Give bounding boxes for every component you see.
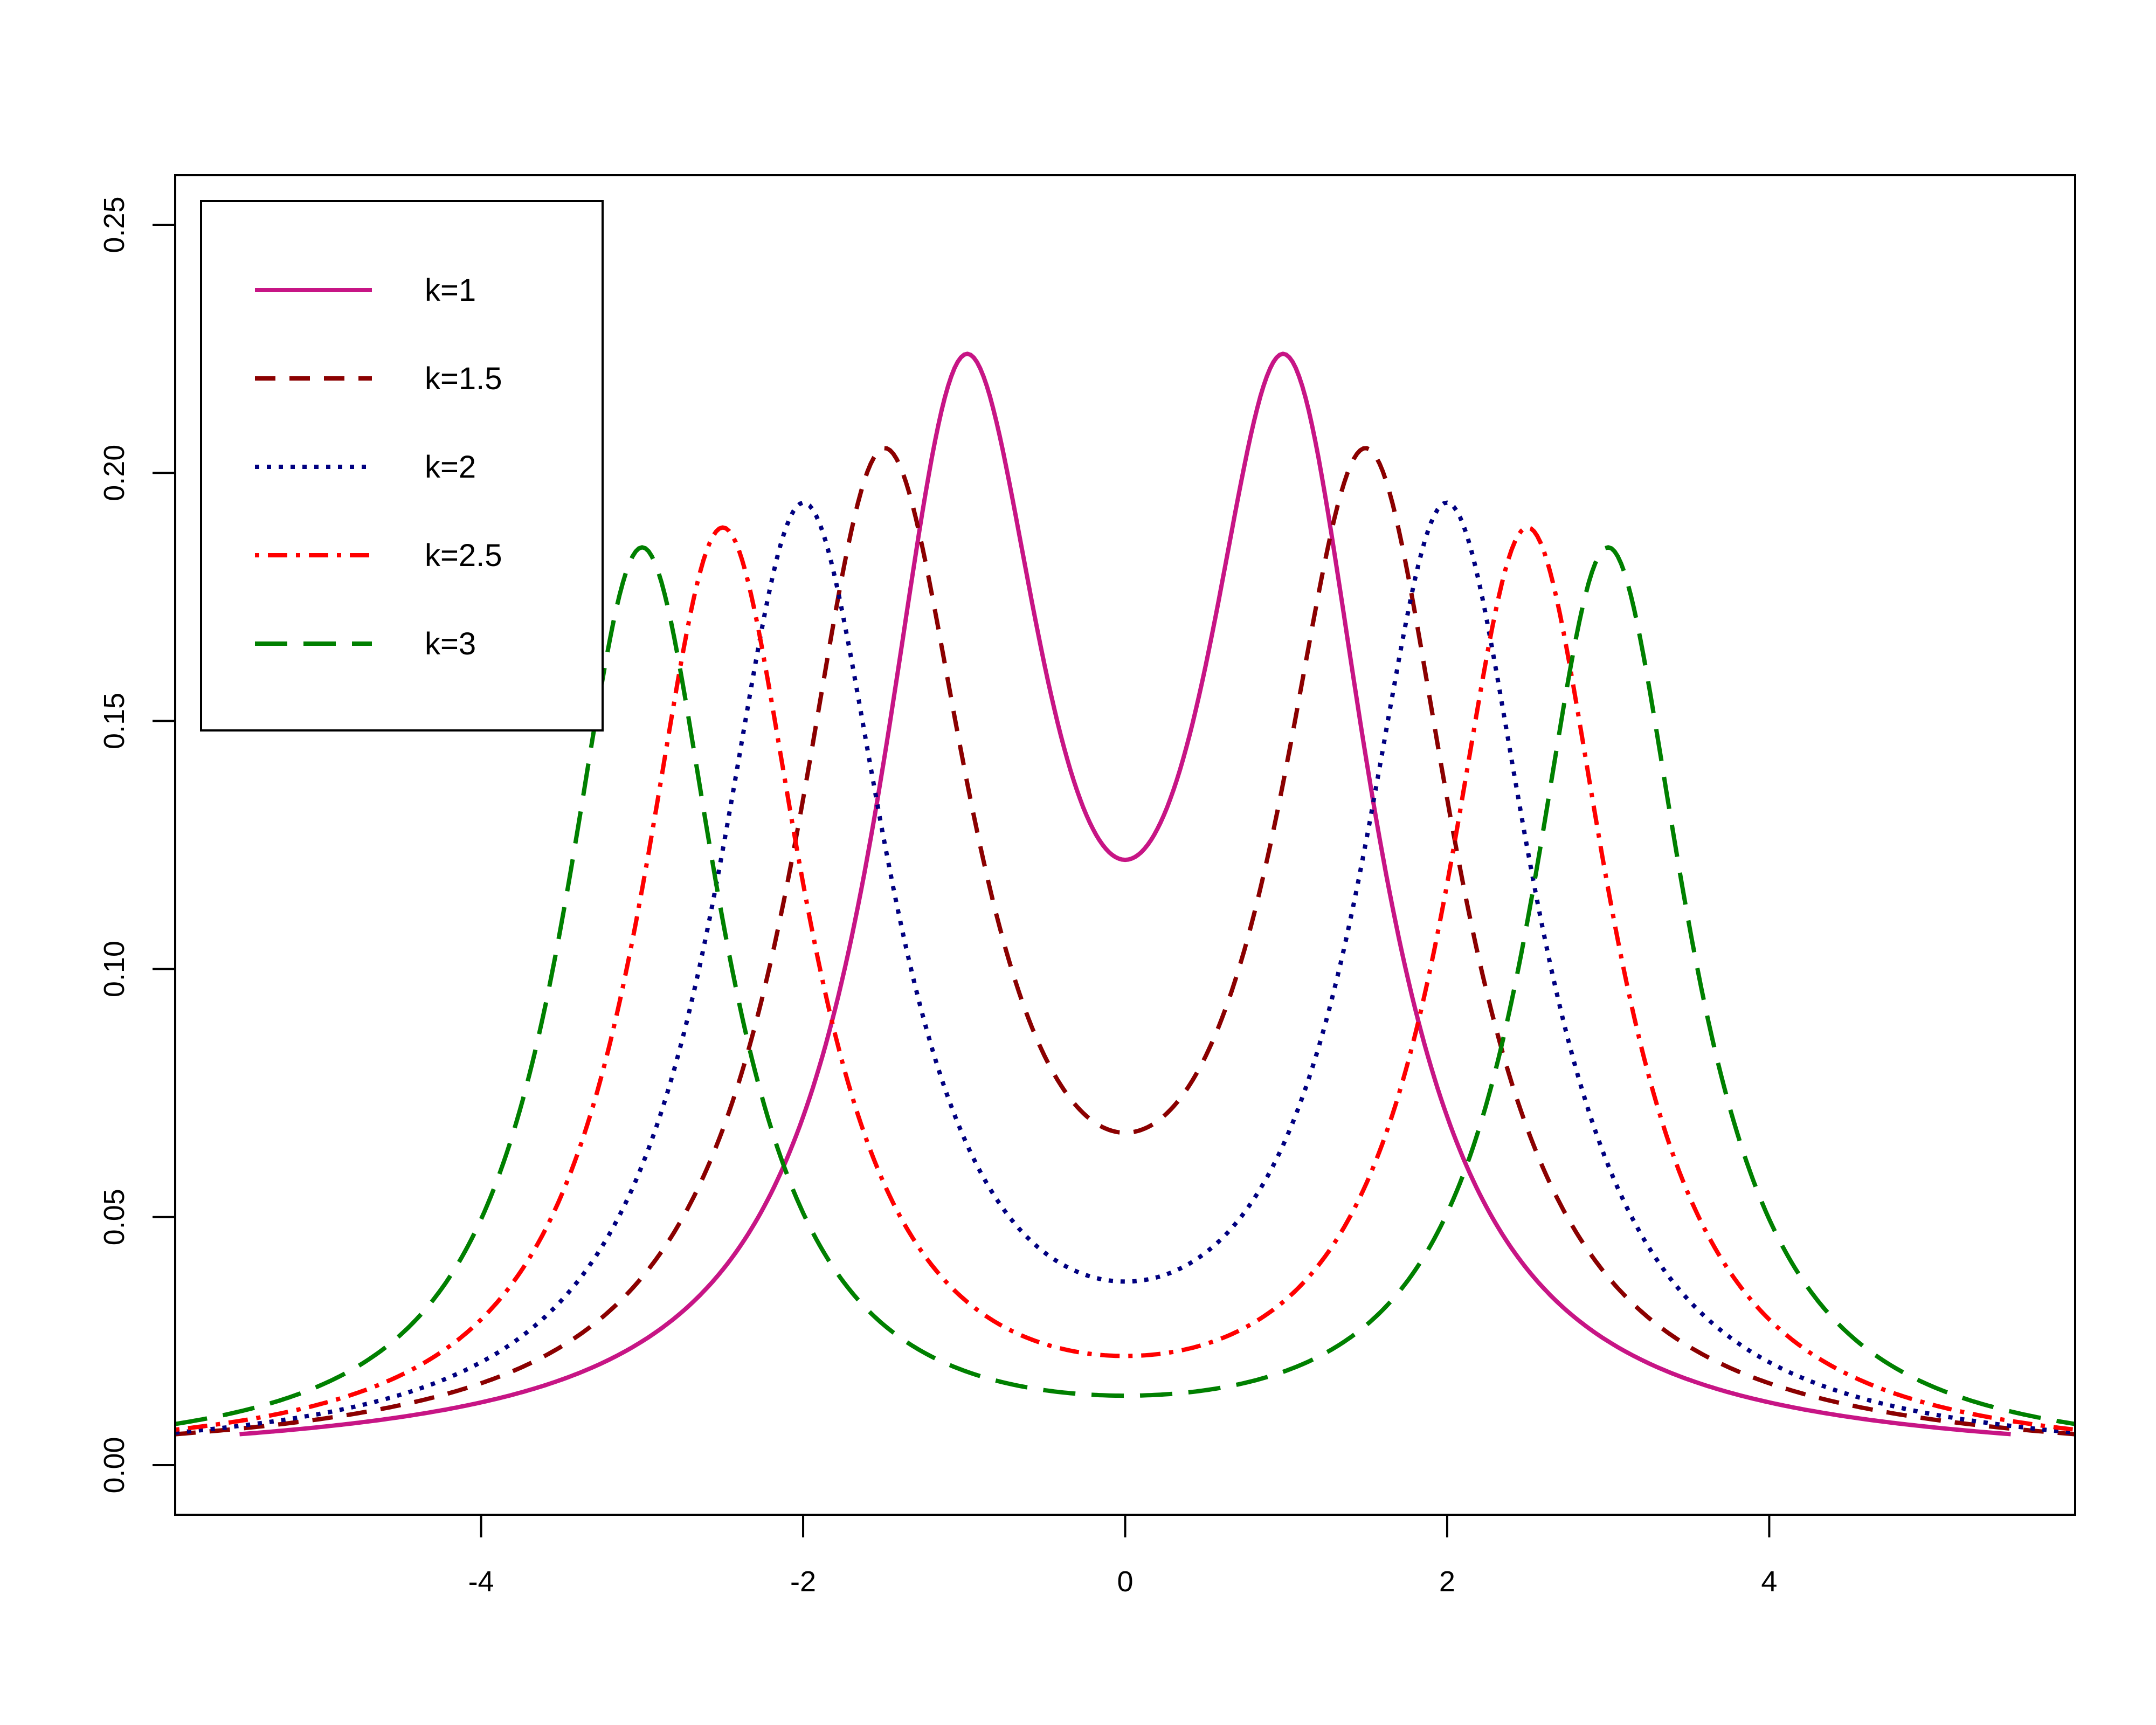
y-tick-label: 0.20 — [98, 445, 130, 501]
series-line-k2-5 — [175, 525, 2075, 1432]
y-tick-label: 0.25 — [98, 196, 130, 253]
series-line-k3 — [175, 545, 2075, 1426]
x-tick-label: 0 — [1117, 1565, 1133, 1598]
legend-label: k=2 — [425, 450, 476, 485]
legend: k=1 k=1.5 k=2 k=2.5 k=3 — [200, 200, 604, 732]
x-axis: -4 -2 0 2 4 — [468, 1514, 1777, 1598]
series-line-k1 — [239, 351, 2011, 1437]
legend-label: k=1.5 — [425, 361, 502, 396]
x-tick-label: -4 — [468, 1565, 494, 1598]
y-axis: 0.00 0.05 0.10 0.15 0.20 0.25 — [98, 196, 176, 1494]
series-line-k2 — [175, 500, 2075, 1435]
series-layer — [175, 351, 2075, 1437]
y-tick-label: 0.05 — [98, 1189, 130, 1245]
y-tick-label: 0.10 — [98, 941, 130, 997]
legend-box — [200, 200, 604, 732]
series-line-k1-5 — [175, 446, 2075, 1437]
legend-label: k=2.5 — [425, 538, 502, 573]
x-tick-label: -2 — [790, 1565, 816, 1598]
legend-label: k=3 — [425, 626, 476, 661]
x-tick-label: 4 — [1761, 1565, 1777, 1598]
x-tick-label: 2 — [1439, 1565, 1455, 1598]
y-tick-label: 0.00 — [98, 1437, 130, 1493]
y-tick-label: 0.15 — [98, 693, 130, 749]
legend-label: k=1 — [425, 273, 476, 308]
